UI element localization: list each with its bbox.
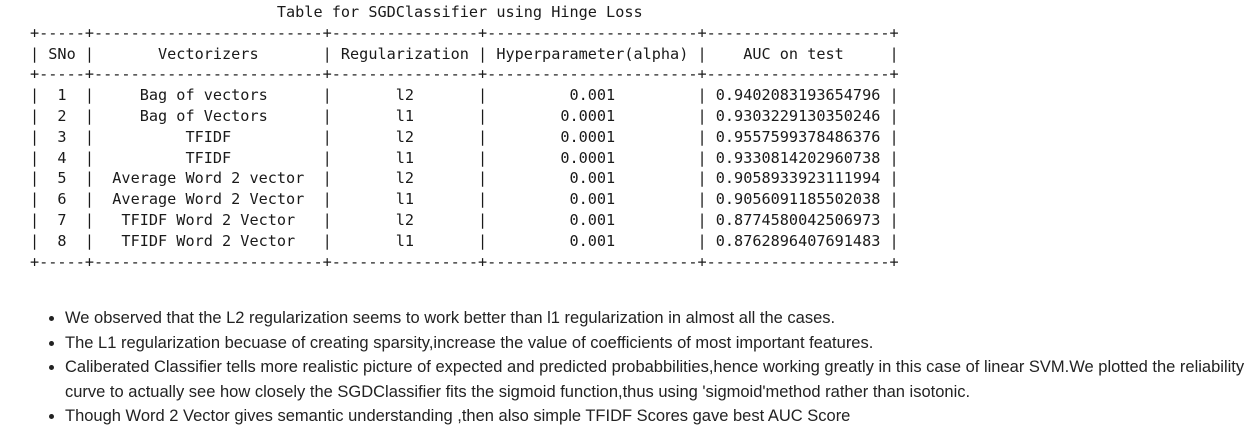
table-header-row: | SNo | Vectorizers | Regularization | H… bbox=[30, 44, 899, 63]
table-row: | 6 | Average Word 2 Vector | l1 | 0.001… bbox=[30, 190, 899, 209]
table-row: | 3 | TFIDF | l2 | 0.0001 | 0.9557599378… bbox=[30, 127, 899, 146]
results-table: Table for SGDClassifier using Hinge Loss… bbox=[30, 2, 899, 272]
observations-list: We observed that the L2 regularization s… bbox=[40, 306, 1254, 429]
table-row: | 7 | TFIDF Word 2 Vector | l2 | 0.001 |… bbox=[30, 210, 899, 229]
table-row: | 8 | TFIDF Word 2 Vector | l1 | 0.001 |… bbox=[30, 231, 899, 250]
table-title: Table for SGDClassifier using Hinge Loss bbox=[30, 3, 899, 21]
table-row: | 4 | TFIDF | l1 | 0.0001 | 0.9330814202… bbox=[30, 148, 899, 167]
table-border-top: +-----+-------------------------+-------… bbox=[30, 23, 899, 42]
table-row: | 2 | Bag of Vectors | l1 | 0.0001 | 0.9… bbox=[30, 106, 899, 125]
table-row: | 5 | Average Word 2 vector | l2 | 0.001… bbox=[30, 169, 899, 188]
table-border-header: +-----+-------------------------+-------… bbox=[30, 65, 899, 84]
list-item: The L1 regularization becuase of creatin… bbox=[65, 331, 1254, 356]
table-row: | 1 | Bag of vectors | l2 | 0.001 | 0.94… bbox=[30, 86, 899, 105]
list-item: Caliberated Classifier tells more realis… bbox=[65, 355, 1254, 404]
list-item: Though Word 2 Vector gives semantic unde… bbox=[65, 404, 1254, 429]
list-item: We observed that the L2 regularization s… bbox=[65, 306, 1254, 331]
table-border-bottom: +-----+-------------------------+-------… bbox=[30, 252, 899, 271]
